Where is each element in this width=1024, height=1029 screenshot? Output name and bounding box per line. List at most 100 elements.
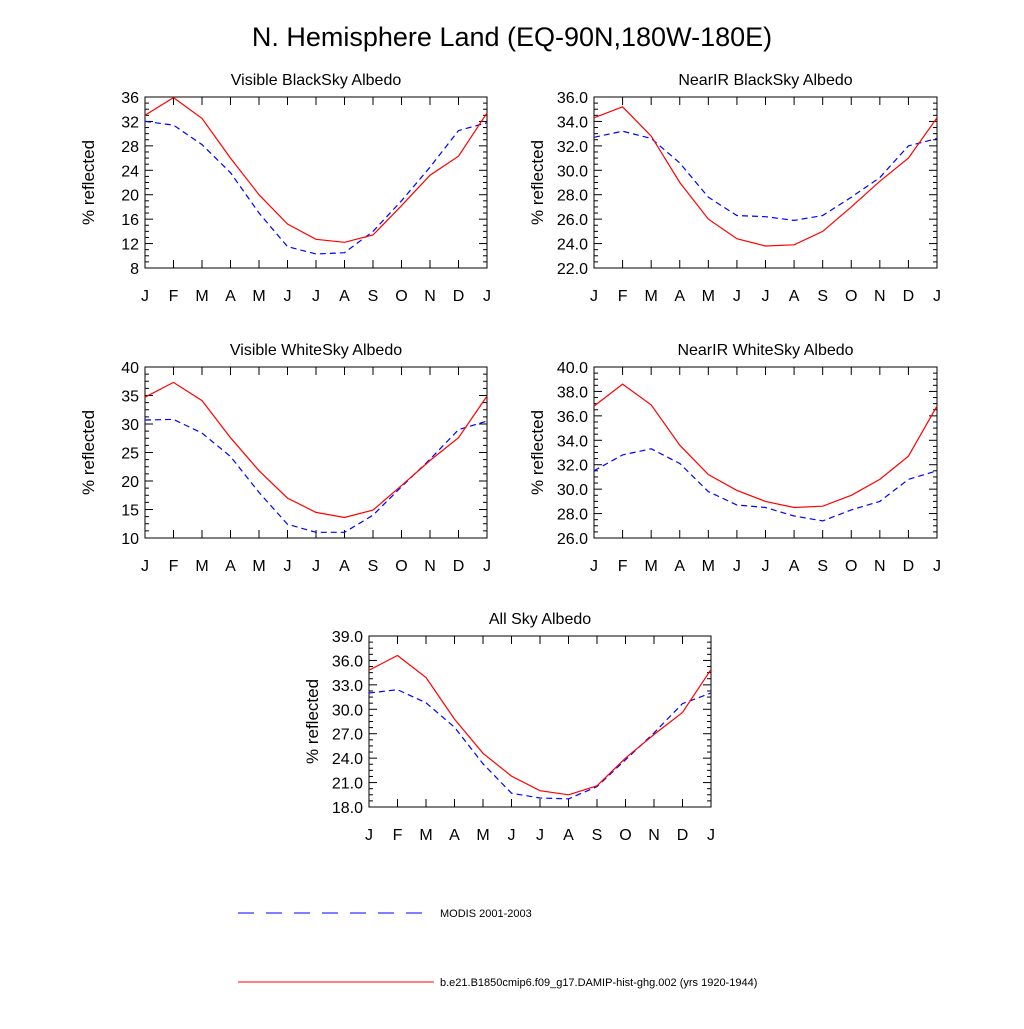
x-tick-label: M [252, 288, 265, 305]
x-tick-label: A [789, 288, 800, 305]
x-tick-label: D [677, 827, 689, 844]
y-tick-label: 24.0 [557, 237, 588, 254]
series-line-model [593, 106, 938, 247]
x-tick-label: J [762, 288, 770, 305]
x-tick-label: F [169, 288, 179, 305]
y-tick-label: 18.0 [332, 800, 363, 817]
x-tick-label: J [365, 827, 373, 844]
x-tick-label: N [874, 288, 886, 305]
plot-frame [593, 366, 938, 539]
series-line-modis [368, 689, 712, 800]
y-tick-label: 32.0 [557, 139, 588, 156]
y-tick-label: 34.0 [557, 114, 588, 131]
x-tick-label: J [141, 558, 149, 575]
y-tick-label: 26.0 [557, 212, 588, 229]
x-tick-label: S [368, 558, 379, 575]
legend-label-1: MODIS 2001-2003 [440, 908, 532, 920]
x-tick-label: J [141, 288, 149, 305]
series-line-modis [144, 418, 488, 533]
x-tick-label: M [419, 827, 432, 844]
x-tick-label: A [225, 288, 236, 305]
y-tick-label: 39.0 [332, 629, 363, 646]
x-tick-label: O [395, 288, 407, 305]
x-tick-label: M [702, 288, 715, 305]
x-tick-label: J [733, 558, 741, 575]
y-axis-label: % reflected [528, 140, 547, 225]
x-tick-label: D [903, 288, 915, 305]
y-tick-label: 35 [121, 389, 139, 406]
y-tick-label: 28.0 [557, 507, 588, 524]
series-line-model [144, 381, 488, 519]
y-tick-label: 8 [130, 261, 139, 278]
x-tick-label: S [817, 558, 828, 575]
y-tick-label: 20 [121, 188, 139, 205]
series-line-modis [593, 130, 938, 222]
x-tick-label: J [590, 288, 598, 305]
y-tick-label: 27.0 [332, 727, 363, 744]
x-tick-label: D [453, 558, 465, 575]
y-tick-label: 28 [121, 139, 139, 156]
y-tick-label: 36.0 [557, 90, 588, 107]
x-tick-label: M [195, 288, 208, 305]
x-tick-label: J [707, 827, 715, 844]
y-tick-label: 16 [121, 212, 139, 229]
x-tick-label: A [225, 558, 236, 575]
x-tick-label: M [476, 827, 489, 844]
x-tick-label: J [312, 288, 320, 305]
x-tick-label: F [393, 827, 403, 844]
y-tick-label: 32.0 [557, 458, 588, 475]
series-line-modis [144, 120, 488, 255]
series-line-model [144, 96, 488, 243]
y-tick-label: 40.0 [557, 360, 588, 377]
y-tick-label: 24.0 [332, 751, 363, 768]
y-tick-label: 22.0 [557, 261, 588, 278]
x-tick-label: M [702, 558, 715, 575]
y-tick-label: 36.0 [557, 409, 588, 426]
y-tick-label: 30.0 [557, 482, 588, 499]
y-tick-label: 34.0 [557, 433, 588, 450]
panel-title: Visible BlackSky Albedo [231, 72, 402, 89]
x-tick-label: J [762, 558, 770, 575]
y-axis-label: % reflected [528, 410, 547, 495]
y-tick-label: 20 [121, 474, 139, 491]
y-axis-label: % reflected [303, 679, 322, 764]
x-tick-label: O [395, 558, 407, 575]
y-tick-label: 30.0 [332, 702, 363, 719]
x-tick-label: O [619, 827, 631, 844]
panel-title: All Sky Albedo [489, 611, 591, 628]
series-line-modis [593, 448, 938, 522]
y-tick-label: 30.0 [557, 163, 588, 180]
x-tick-label: J [933, 288, 941, 305]
x-tick-label: A [563, 827, 574, 844]
x-tick-label: M [645, 288, 658, 305]
x-tick-label: J [483, 288, 491, 305]
x-tick-label: M [252, 558, 265, 575]
y-tick-label: 10 [121, 531, 139, 548]
x-tick-label: S [368, 288, 379, 305]
y-axis-label: % reflected [79, 410, 98, 495]
y-tick-label: 24 [121, 163, 139, 180]
x-tick-label: N [648, 827, 660, 844]
panel-title: NearIR WhiteSky Albedo [677, 342, 853, 359]
y-tick-label: 28.0 [557, 188, 588, 205]
x-tick-label: J [483, 558, 491, 575]
plot-frame [144, 96, 488, 269]
x-tick-label: O [845, 288, 857, 305]
x-tick-label: S [592, 827, 603, 844]
x-tick-label: F [618, 558, 628, 575]
x-tick-label: D [903, 558, 915, 575]
plot-frame [593, 96, 938, 269]
y-tick-label: 38.0 [557, 384, 588, 401]
x-tick-label: M [195, 558, 208, 575]
x-tick-label: M [645, 558, 658, 575]
x-tick-label: A [339, 288, 350, 305]
y-tick-label: 40 [121, 360, 139, 377]
x-tick-label: A [674, 288, 685, 305]
x-tick-label: J [284, 558, 292, 575]
x-tick-label: A [789, 558, 800, 575]
panel-title: NearIR BlackSky Albedo [678, 72, 852, 89]
x-tick-label: N [424, 558, 436, 575]
